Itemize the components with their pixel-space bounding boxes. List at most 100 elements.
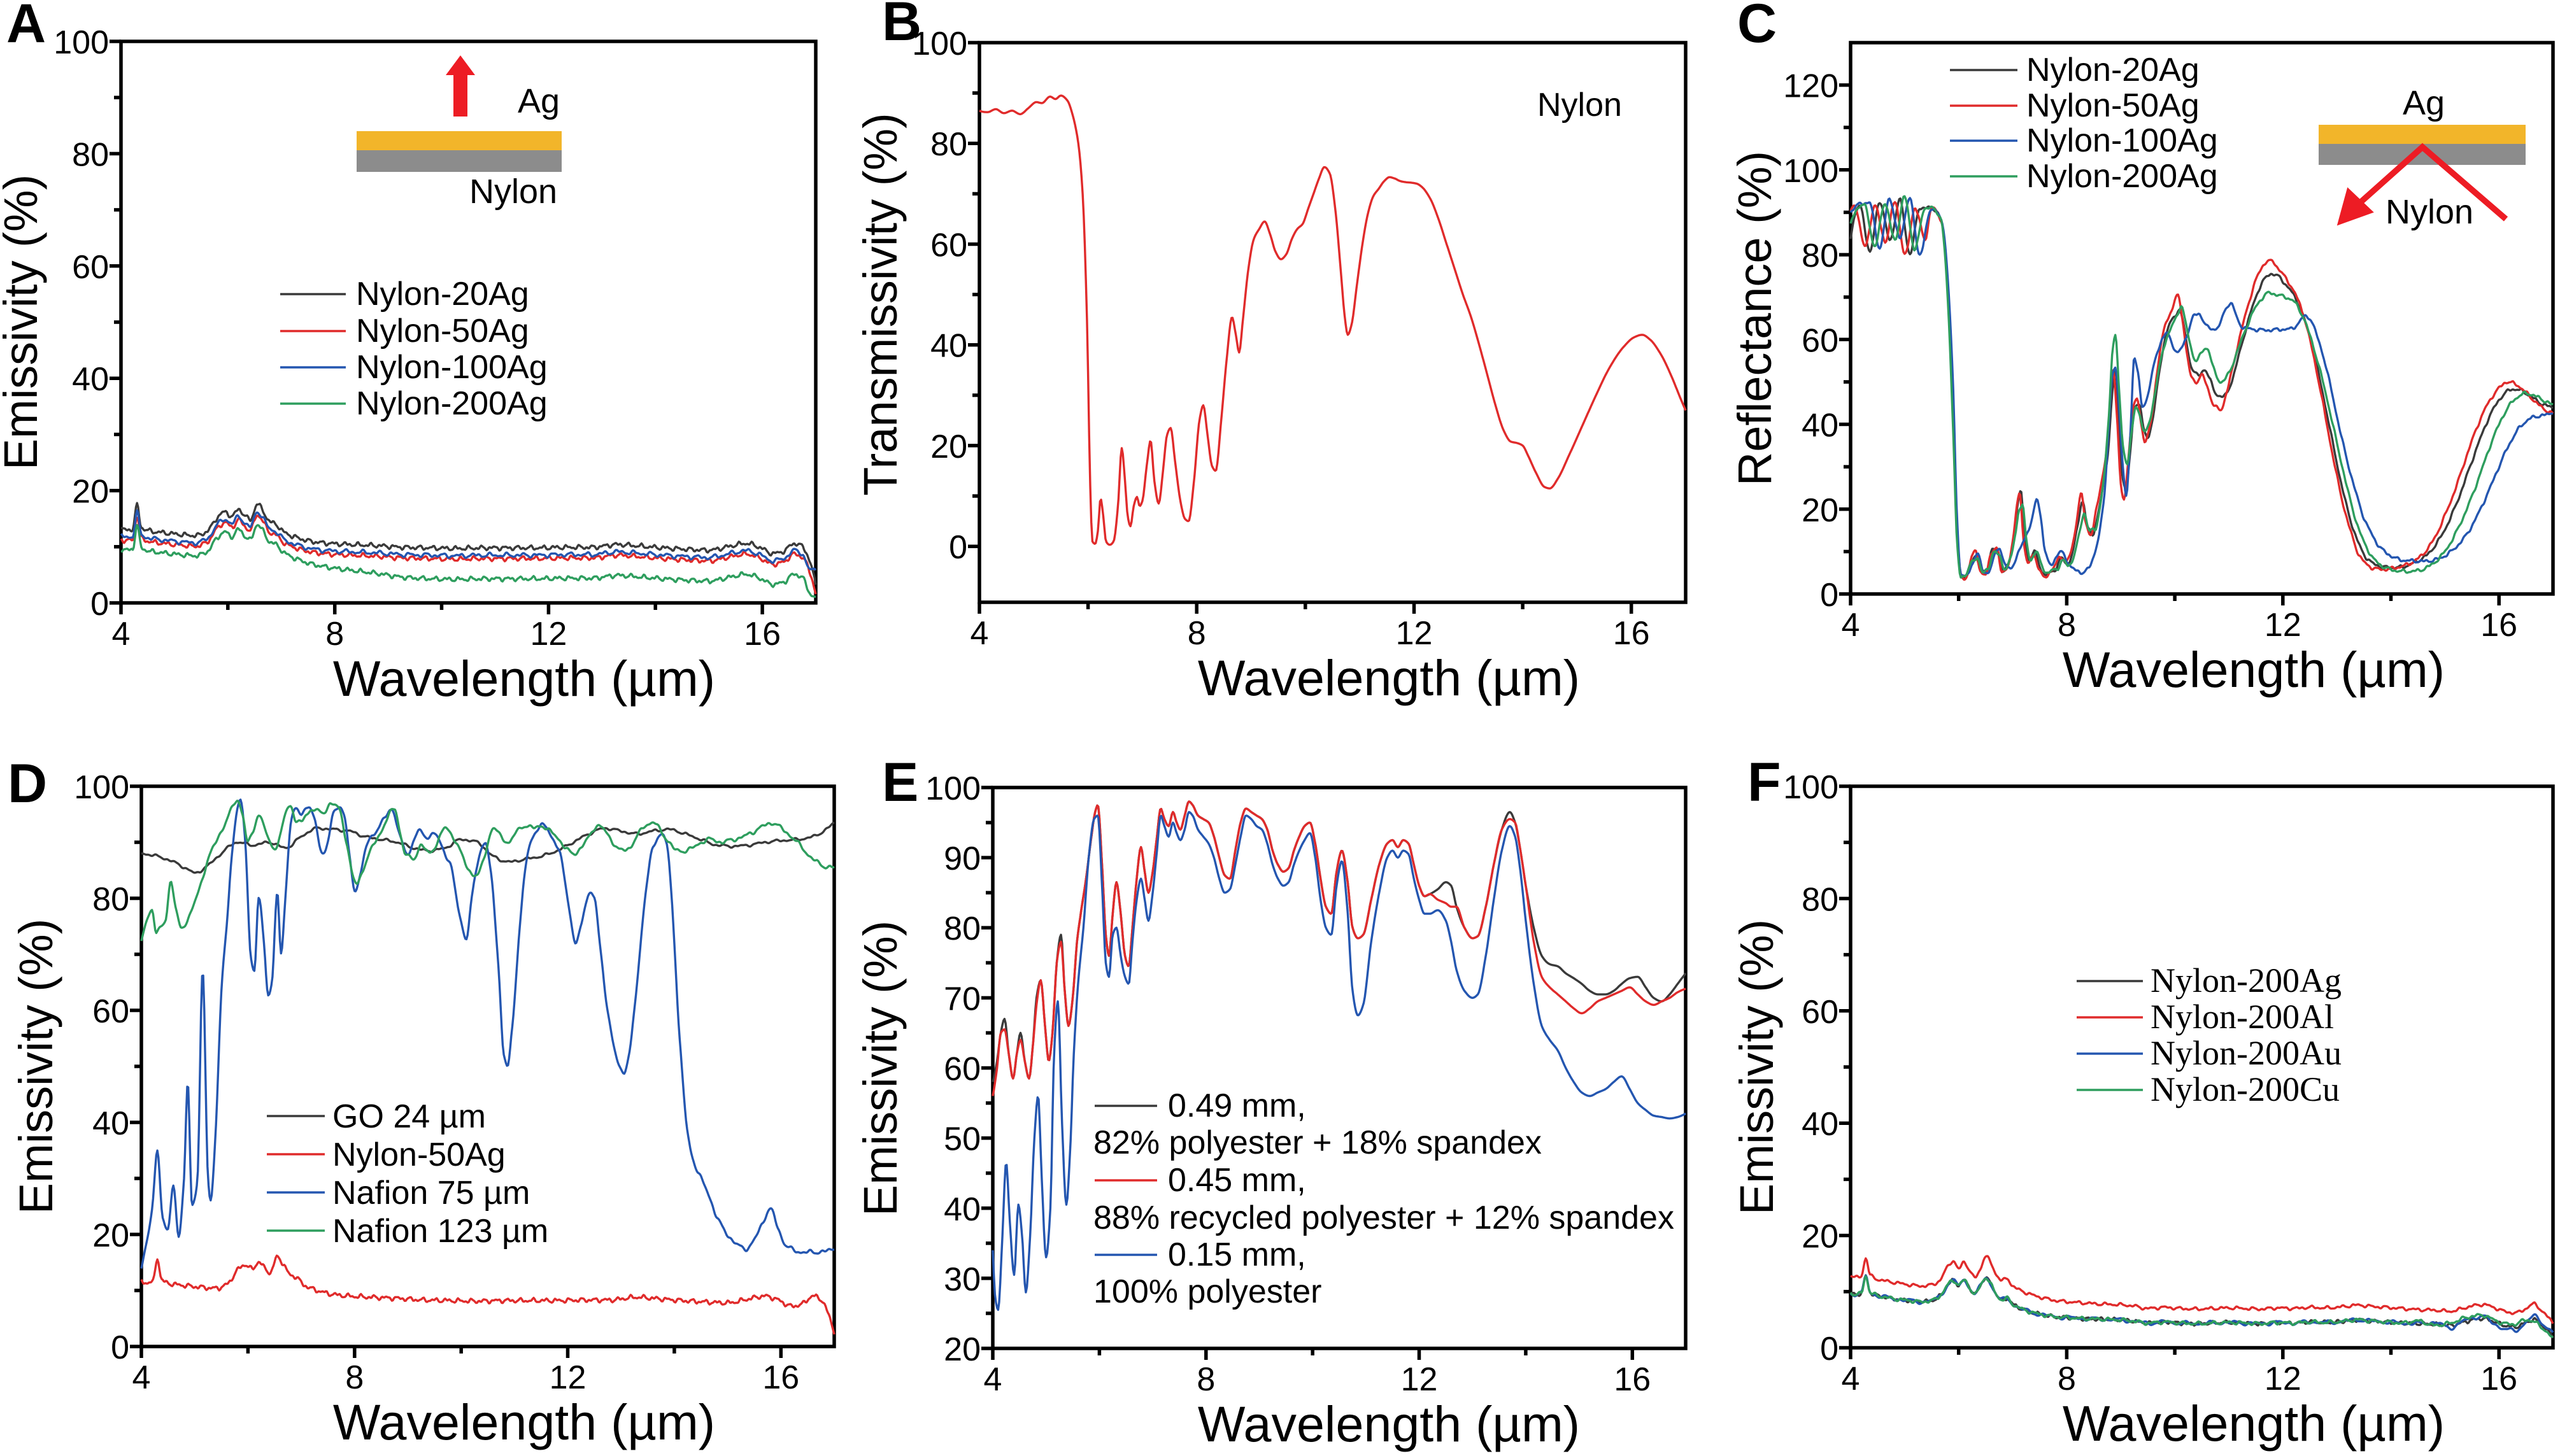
svg-text:16: 16 [762, 1359, 799, 1396]
svg-text:30: 30 [944, 1261, 981, 1298]
svg-text:8: 8 [325, 616, 344, 653]
svg-text:Nylon-100Ag: Nylon-100Ag [356, 349, 548, 386]
svg-text:Nylon-50Ag: Nylon-50Ag [2026, 87, 2200, 124]
svg-text:40: 40 [1802, 1106, 1838, 1143]
svg-text:Emissivity (%): Emissivity (%) [854, 921, 907, 1217]
svg-text:50: 50 [944, 1121, 981, 1158]
svg-text:E: E [882, 752, 918, 813]
svg-text:12: 12 [550, 1359, 587, 1396]
svg-text:80: 80 [92, 881, 129, 918]
svg-text:8: 8 [345, 1359, 364, 1396]
svg-text:Nylon-20Ag: Nylon-20Ag [2026, 52, 2200, 88]
svg-text:Nafion 123 µm: Nafion 123 µm [332, 1213, 548, 1250]
svg-text:4: 4 [1842, 607, 1860, 644]
svg-text:8: 8 [1188, 615, 1206, 652]
svg-text:60: 60 [1802, 322, 1838, 359]
svg-text:Nylon: Nylon [2386, 193, 2473, 231]
svg-text:8: 8 [1197, 1361, 1215, 1398]
svg-text:16: 16 [744, 616, 781, 653]
svg-text:0: 0 [111, 1329, 129, 1366]
svg-text:0.15 mm,: 0.15 mm, [1168, 1236, 1306, 1273]
svg-text:Nafion 75 µm: Nafion 75 µm [332, 1175, 530, 1212]
svg-text:20: 20 [1802, 492, 1838, 529]
svg-text:F: F [1747, 752, 1781, 813]
svg-text:Nylon-50Ag: Nylon-50Ag [332, 1136, 506, 1173]
svg-text:40: 40 [1802, 407, 1838, 444]
svg-text:100% polyester: 100% polyester [1093, 1273, 1321, 1310]
svg-text:16: 16 [2480, 1361, 2517, 1397]
svg-text:Reflectance (%): Reflectance (%) [1728, 151, 1781, 486]
svg-text:B: B [882, 0, 921, 52]
svg-text:100: 100 [74, 769, 129, 806]
svg-text:60: 60 [72, 249, 109, 286]
svg-text:60: 60 [1802, 994, 1838, 1031]
svg-text:20: 20 [944, 1331, 981, 1368]
svg-text:Transmissivity (%): Transmissivity (%) [854, 113, 907, 496]
svg-text:0: 0 [90, 586, 109, 623]
svg-text:82% polyester + 18% spandex: 82% polyester + 18% spandex [1093, 1124, 1542, 1161]
svg-text:Emissivity (%): Emissivity (%) [1730, 919, 1783, 1215]
svg-text:20: 20 [1802, 1219, 1838, 1255]
svg-text:Nylon: Nylon [1537, 87, 1622, 124]
svg-text:60: 60 [92, 993, 129, 1030]
svg-text:Nylon-200Ag: Nylon-200Ag [2026, 158, 2218, 195]
svg-text:4: 4 [1842, 1361, 1860, 1397]
svg-text:20: 20 [72, 474, 109, 511]
svg-text:40: 40 [944, 1191, 981, 1228]
svg-text:Nylon-200Ag: Nylon-200Ag [2151, 961, 2342, 1000]
svg-text:100: 100 [1783, 153, 1838, 190]
svg-text:Nylon-200Au: Nylon-200Au [2151, 1034, 2342, 1072]
svg-text:Wavelength (µm): Wavelength (µm) [2063, 641, 2445, 698]
svg-text:80: 80 [930, 126, 967, 163]
svg-text:4: 4 [971, 615, 989, 652]
svg-text:Ag: Ag [2403, 84, 2445, 122]
svg-text:0.49 mm,: 0.49 mm, [1168, 1087, 1306, 1124]
svg-text:Nylon: Nylon [469, 173, 557, 211]
svg-text:Emissivity (%): Emissivity (%) [0, 174, 47, 470]
svg-text:Wavelength (µm): Wavelength (µm) [1198, 649, 1580, 706]
svg-text:C: C [1737, 0, 1777, 54]
svg-text:4: 4 [132, 1359, 151, 1396]
svg-text:100: 100 [53, 24, 109, 61]
svg-text:12: 12 [530, 616, 567, 653]
svg-text:40: 40 [72, 361, 109, 398]
svg-text:4: 4 [112, 616, 131, 653]
svg-text:12: 12 [2265, 607, 2301, 644]
svg-text:8: 8 [2058, 607, 2076, 644]
svg-text:88% recycled polyester + 12% s: 88% recycled polyester + 12% spandex [1093, 1199, 1674, 1236]
svg-text:Nylon-200Cu: Nylon-200Cu [2151, 1070, 2340, 1108]
svg-text:Wavelength (µm): Wavelength (µm) [333, 1394, 715, 1450]
svg-text:Nylon-20Ag: Nylon-20Ag [356, 276, 529, 313]
svg-text:Wavelength (µm): Wavelength (µm) [333, 650, 715, 707]
svg-text:4: 4 [984, 1361, 1002, 1398]
svg-text:12: 12 [2265, 1361, 2301, 1397]
svg-text:Nylon-50Ag: Nylon-50Ag [356, 313, 529, 350]
svg-text:16: 16 [2480, 607, 2517, 644]
svg-text:120: 120 [1783, 68, 1838, 105]
svg-text:Ag: Ag [518, 82, 560, 120]
svg-text:0.45 mm,: 0.45 mm, [1168, 1162, 1306, 1199]
svg-text:Nylon-200Ag: Nylon-200Ag [356, 385, 548, 422]
svg-text:Wavelength (µm): Wavelength (µm) [2063, 1395, 2445, 1452]
svg-text:80: 80 [1802, 881, 1838, 918]
svg-text:100: 100 [925, 770, 981, 807]
svg-text:60: 60 [944, 1051, 981, 1088]
svg-text:D: D [8, 753, 47, 814]
svg-text:8: 8 [2058, 1361, 2076, 1397]
svg-text:Emissivity (%): Emissivity (%) [10, 919, 62, 1215]
svg-text:80: 80 [1802, 237, 1838, 274]
svg-text:40: 40 [930, 328, 967, 365]
svg-text:A: A [6, 0, 46, 54]
svg-text:16: 16 [1614, 1361, 1651, 1398]
svg-text:70: 70 [944, 980, 981, 1017]
svg-text:0: 0 [1820, 577, 1838, 614]
svg-text:Nylon-100Ag: Nylon-100Ag [2026, 122, 2218, 159]
svg-text:20: 20 [92, 1217, 129, 1254]
svg-text:12: 12 [1401, 1361, 1438, 1398]
svg-text:60: 60 [930, 227, 967, 264]
svg-text:100: 100 [912, 25, 967, 62]
svg-text:80: 80 [72, 136, 109, 173]
svg-text:Wavelength (µm): Wavelength (µm) [1198, 1396, 1580, 1452]
svg-text:Nylon-200Al: Nylon-200Al [2151, 998, 2334, 1036]
svg-text:GO 24 µm: GO 24 µm [332, 1098, 486, 1135]
